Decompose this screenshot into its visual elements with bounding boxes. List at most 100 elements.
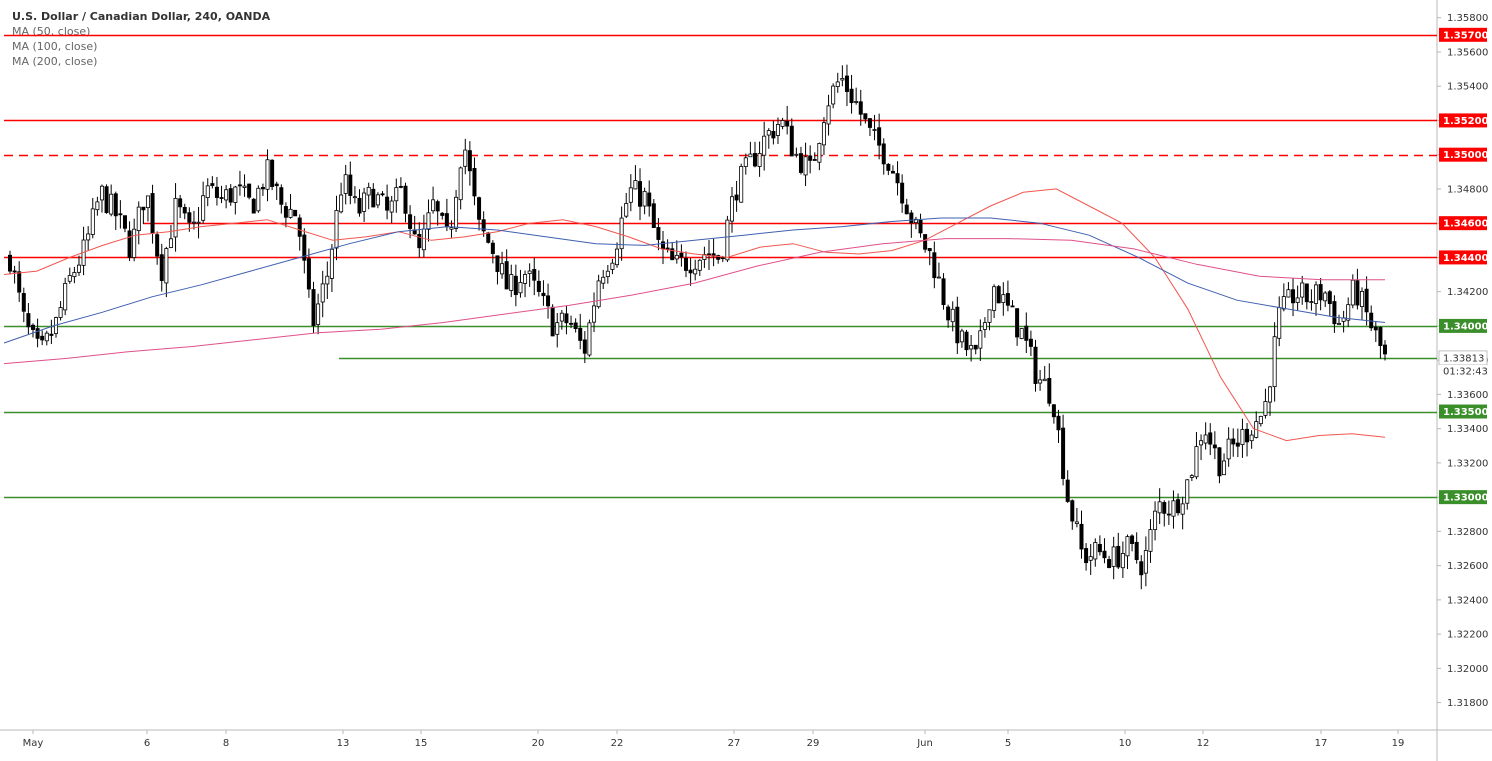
candle-body [1097,544,1102,553]
candle-body [316,303,321,325]
candle-body [159,254,164,281]
candle [458,166,463,210]
candle-body [44,332,49,342]
candle [1258,415,1263,427]
candle-body [49,333,54,336]
candle-body [1272,336,1277,388]
x-tick-label: 17 [1315,738,1328,749]
price-tag-label: 1.33500 [1443,407,1489,418]
candle [421,214,426,258]
candle-body [1194,446,1199,478]
y-tick-label: 1.33600 [1447,390,1488,401]
candle-body [1134,541,1139,561]
candle [541,280,546,306]
candle-body [1042,378,1047,382]
candle [1033,339,1038,392]
candle-body [449,227,454,230]
candle [711,238,716,267]
candle-body [136,206,141,231]
y-tick-label: 1.35800 [1447,13,1488,24]
candle [909,210,914,238]
candle [375,192,380,209]
candle-body [886,163,891,171]
candle-body [536,280,541,292]
candle [978,319,983,361]
candle [389,195,394,224]
candle-body [1176,499,1181,514]
candle [371,183,376,208]
candle [835,72,840,93]
x-tick-label: 19 [1392,738,1405,749]
candle [573,318,578,333]
y-tick-label: 1.33200 [1447,458,1488,469]
candle-body [826,105,831,125]
candle [380,191,385,197]
candle [1079,510,1084,559]
candle [417,222,422,258]
candle-body [1217,447,1222,477]
candle [688,258,693,286]
candle [467,141,472,186]
candle [279,184,284,214]
candle [969,335,974,362]
candle-body [380,193,385,196]
candle-body [228,188,233,203]
candle [844,64,849,106]
candle [812,152,817,161]
candle-body [739,166,744,203]
candle [159,243,164,292]
candle-body [587,322,592,356]
chart-legend: U.S. Dollar / Canadian Dollar, 240, OAND… [12,9,270,69]
candle [1268,385,1273,416]
candle [477,196,482,231]
candle [1180,496,1185,530]
x-tick-label: 13 [337,738,350,749]
candle-body [431,199,436,212]
candle [959,328,964,348]
candle-body [394,187,399,202]
candle-body [1079,523,1084,550]
candle-body [1051,404,1056,418]
candle-body [923,234,928,250]
candle-body [582,339,587,354]
candle-body [247,183,252,198]
candle [803,142,808,187]
candle-body [1263,401,1268,416]
candle-body [858,101,863,115]
price-tag-label: 1.34600 [1443,219,1489,230]
candle [550,304,555,337]
candle-body [1033,346,1038,384]
candle-body [26,313,31,328]
candle-body [1130,535,1135,544]
candle [256,185,261,213]
candle [638,168,643,221]
candle-body [693,268,698,275]
candle [1107,555,1112,569]
candle [1102,538,1107,564]
candle-body [398,186,403,188]
candle-body [1327,291,1332,305]
candle-body [1360,291,1365,308]
candle-body [270,159,275,187]
price-tag [1439,250,1487,265]
candle-body [164,248,169,284]
candle-body [357,197,362,214]
candle-body [196,221,201,224]
candle [352,186,357,204]
time-axis[interactable]: May 6 8 13 15 20 22 27 29 Jun 5 10 12 17 19 [23,730,1405,749]
candle-body [118,213,123,216]
candle [1065,470,1070,503]
candle-body [619,217,624,250]
candle [946,304,951,328]
candle-body [1304,283,1309,303]
candle-body [821,122,826,146]
x-tick-label: 5 [1005,738,1011,749]
candle-body [550,306,555,337]
candle-body [1281,296,1286,310]
price-tag [1439,27,1487,42]
candle [339,182,344,214]
candle-body [596,280,601,308]
candle [1061,414,1066,486]
